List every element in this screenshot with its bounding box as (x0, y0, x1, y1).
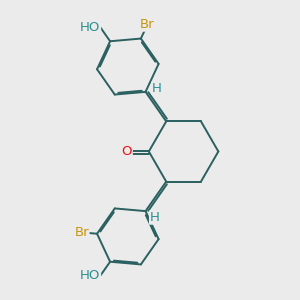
Text: HO: HO (80, 269, 101, 282)
Text: Br: Br (140, 18, 155, 31)
Text: HO: HO (80, 21, 101, 34)
Text: H: H (150, 211, 160, 224)
Text: Br: Br (74, 226, 89, 239)
Text: H: H (152, 82, 162, 94)
Text: O: O (122, 145, 132, 158)
